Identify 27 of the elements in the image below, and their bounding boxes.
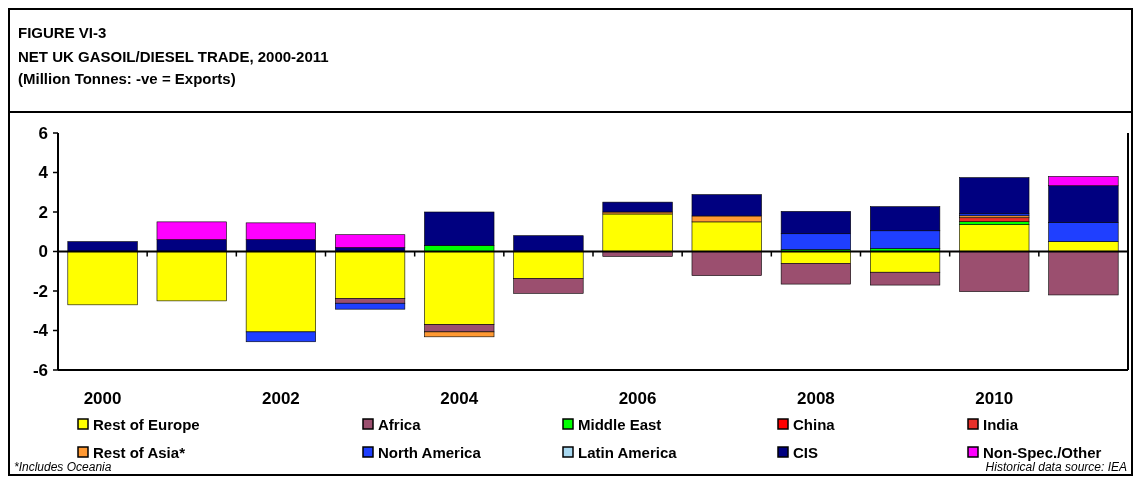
legend-label: China bbox=[793, 416, 836, 434]
x-tick-label: 2008 bbox=[797, 389, 835, 408]
text: *Includes Oceania bbox=[14, 460, 112, 474]
legend-label: Rest of Asia* bbox=[93, 444, 186, 462]
chart-subtitle: NET UK GASOIL/DIESEL TRADE, 2000-2011 (Million Tonnes: -ve = Exports) bbox=[18, 48, 329, 87]
legend-label: Africa bbox=[378, 416, 422, 434]
y-tick-label: 2 bbox=[38, 202, 48, 222]
y-tick-label: 4 bbox=[38, 163, 49, 183]
legend-label: Non-Spec./Other bbox=[983, 444, 1102, 462]
legend-label: Middle East bbox=[578, 416, 662, 434]
legend-label: CIS bbox=[793, 444, 819, 462]
text: Historical data source: IEA bbox=[985, 460, 1127, 474]
y-tick-label: -4 bbox=[32, 321, 49, 341]
legend-label: Rest of Europe bbox=[93, 416, 200, 434]
y-tick-label: 0 bbox=[38, 242, 48, 262]
y-tick-label: -6 bbox=[32, 360, 48, 380]
x-tick-label: 2002 bbox=[262, 389, 300, 408]
x-tick-label: 2000 bbox=[83, 389, 122, 408]
x-tick-label: 2006 bbox=[618, 389, 657, 408]
y-tick-label: 6 bbox=[38, 123, 48, 143]
y-tick-label: -2 bbox=[32, 281, 48, 301]
x-tick-label: 2010 bbox=[975, 389, 1014, 408]
legend-label: North America bbox=[378, 444, 482, 462]
legend-label: India bbox=[983, 416, 1019, 434]
chart-title: FIGURE VI-3 bbox=[18, 24, 107, 41]
x-tick-label: 2004 bbox=[440, 389, 479, 408]
legend-label: Latin America bbox=[578, 444, 678, 462]
